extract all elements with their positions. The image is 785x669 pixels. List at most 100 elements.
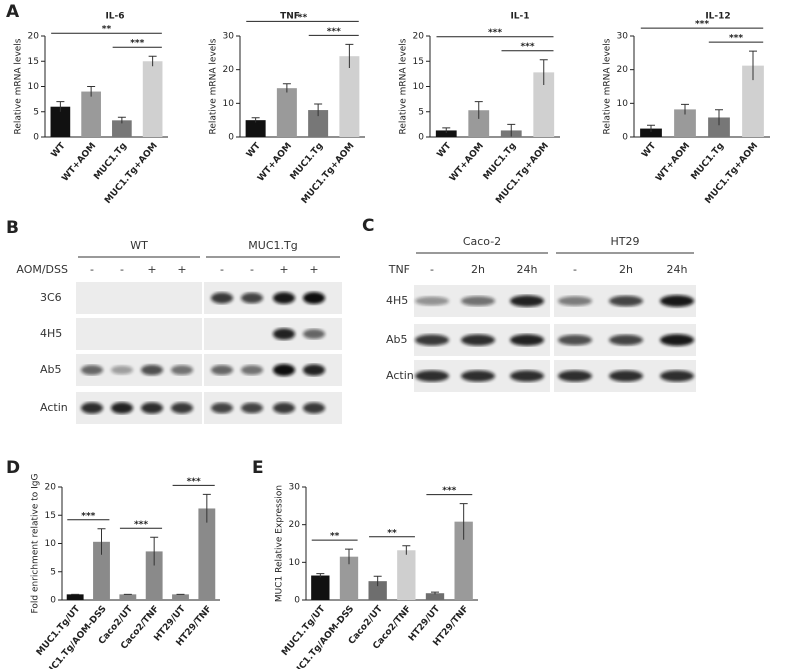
band — [111, 365, 133, 375]
bar — [533, 72, 555, 137]
significance-label: *** — [187, 477, 201, 487]
significance-label: ** — [102, 25, 112, 35]
y-tick-label: 10 — [413, 82, 425, 92]
significance-label: *** — [442, 486, 456, 496]
band — [510, 334, 544, 346]
treatment-label: AOM/DSS — [16, 263, 68, 276]
significance-label: *** — [130, 39, 144, 49]
bar — [339, 56, 360, 138]
treatment-label: TNF — [388, 263, 410, 276]
band — [111, 402, 133, 414]
y-tick-label: 0 — [228, 133, 234, 143]
bar — [397, 550, 416, 600]
error-bar — [345, 43, 354, 68]
group-label: Caco-2 — [463, 235, 501, 248]
error-bar — [749, 50, 757, 81]
y-tick-label: 0 — [294, 596, 300, 606]
bar — [66, 594, 84, 600]
error-bar — [474, 101, 483, 119]
row-label: Ab5 — [40, 363, 62, 376]
bar — [198, 508, 216, 600]
band — [141, 402, 163, 414]
bar — [454, 521, 473, 600]
band — [241, 292, 263, 304]
bar — [172, 594, 189, 600]
significance-label: ** — [298, 13, 308, 23]
y-axis-label: Relative mRNA levels — [603, 38, 613, 134]
group-label: HT29 — [611, 235, 640, 248]
significance-label: ** — [330, 532, 340, 542]
significance-label: *** — [729, 34, 743, 44]
group-label: MUC1.Tg — [248, 239, 297, 252]
bar — [112, 120, 132, 137]
significance-label: *** — [488, 28, 502, 38]
y-tick-label: 20 — [617, 65, 629, 75]
band — [273, 402, 295, 414]
row-label: 3C6 — [40, 291, 62, 304]
y-tick-label: 10 — [223, 99, 235, 109]
error-bar — [345, 548, 353, 565]
treatment: + — [147, 263, 156, 276]
error-bar — [715, 109, 723, 126]
significance-label: *** — [134, 520, 148, 530]
band — [558, 296, 592, 306]
error-bar — [87, 86, 96, 97]
y-tick-label: 20 — [45, 483, 57, 493]
error-bar — [316, 573, 325, 578]
y-tick-label: 20 — [413, 32, 425, 42]
error-bar — [431, 591, 439, 595]
x-tick-label: WT — [50, 140, 69, 159]
y-tick-label: 10 — [45, 539, 57, 549]
y-tick-label: 0 — [50, 596, 56, 606]
band — [303, 329, 325, 339]
y-tick-label: 10 — [28, 82, 40, 92]
significance-label: *** — [695, 20, 709, 30]
band — [211, 292, 233, 304]
band — [609, 295, 643, 307]
x-tick-label: WT — [245, 140, 264, 159]
group-label: WT — [130, 239, 148, 252]
y-axis-label: Relative mRNA levels — [14, 38, 24, 134]
bar — [50, 106, 71, 137]
significance-label: *** — [520, 42, 534, 52]
row-label: Ab5 — [386, 333, 408, 346]
bar — [708, 117, 730, 137]
band — [660, 370, 694, 382]
y-tick-label: 15 — [413, 57, 424, 67]
band — [558, 334, 592, 346]
error-bar — [282, 83, 291, 93]
y-tick-label: 30 — [223, 32, 235, 42]
y-axis-label: Fold enrichment relative to IgG — [31, 473, 41, 613]
y-axis-label: Relative mRNA levels — [399, 38, 409, 134]
error-bar — [459, 503, 468, 540]
band — [461, 334, 495, 346]
x-tick-label: MUC1.Tg — [690, 141, 727, 182]
bar — [311, 575, 330, 600]
significance-label: *** — [81, 511, 95, 521]
band — [171, 365, 193, 375]
error-bar — [507, 123, 516, 137]
band — [510, 295, 544, 307]
chart-title: IL-6 — [105, 12, 124, 22]
y-tick-label: 0 — [418, 133, 424, 143]
treatment: + — [309, 263, 318, 276]
band — [303, 292, 325, 304]
bar — [368, 581, 387, 600]
y-tick-label: 20 — [223, 65, 235, 75]
band — [211, 365, 233, 375]
treatment: + — [279, 263, 288, 276]
bar — [308, 110, 329, 137]
bar — [276, 88, 297, 137]
bar — [425, 593, 445, 600]
blot-background — [76, 282, 202, 314]
band — [609, 334, 643, 346]
bar — [142, 61, 163, 137]
panel-label: A — [6, 2, 20, 22]
bar — [81, 91, 101, 137]
y-tick-label: 5 — [33, 107, 39, 117]
error-bar — [314, 103, 323, 117]
band — [415, 296, 449, 306]
treatment: + — [177, 263, 186, 276]
error-bar — [251, 117, 260, 123]
y-tick-label: 0 — [33, 133, 39, 143]
